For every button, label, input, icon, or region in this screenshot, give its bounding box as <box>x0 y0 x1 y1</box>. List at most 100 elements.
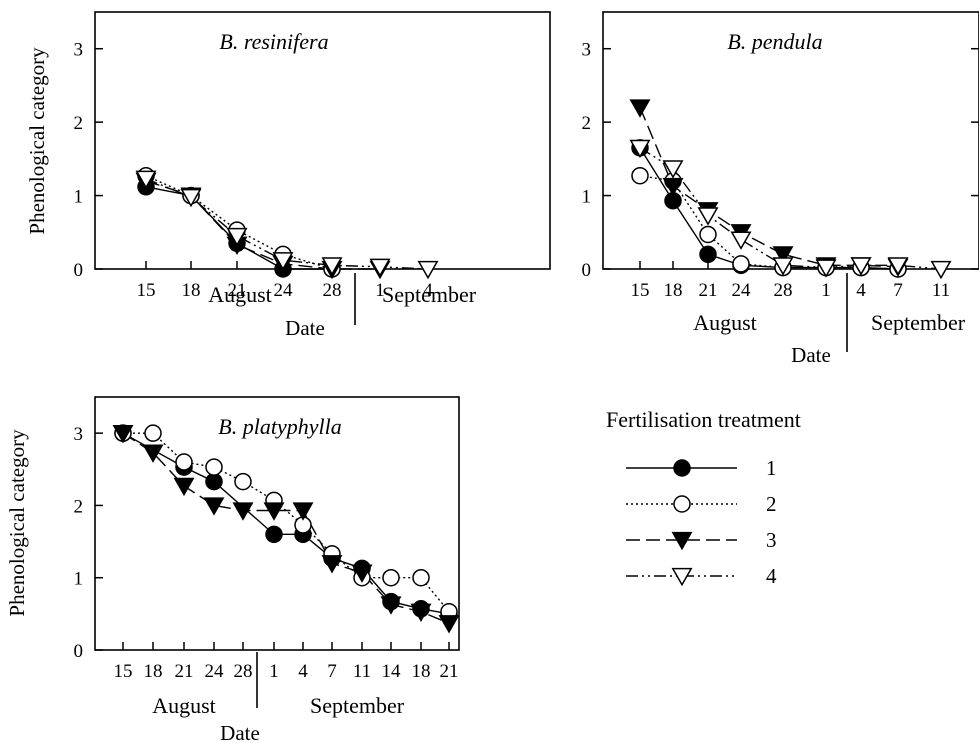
data-point-series-2 <box>175 453 193 471</box>
data-point-series-3 <box>438 615 460 634</box>
data-point-series-3 <box>292 502 314 521</box>
x-tick-label: 21 <box>699 280 718 301</box>
x-tick-label: 15 <box>114 661 133 682</box>
panel-title: B. resinifera <box>219 29 328 54</box>
y-axis-label: Phenological category <box>5 429 29 617</box>
x-tick-label: 4 <box>423 280 433 301</box>
data-point-series-4 <box>850 257 872 276</box>
x-tick-label: 24 <box>205 661 225 682</box>
panel-b-pendula: 0 1 2 3 15 18 21 24 28 1 4 7 11 B. pendula Date Augu… <box>582 11 979 367</box>
x-tick-label: 4 <box>856 280 866 301</box>
data-point-series-4 <box>321 257 343 276</box>
x-tick-label: 15 <box>631 280 650 301</box>
data-point-series-3 <box>263 502 285 521</box>
data-point-series-4 <box>887 257 909 276</box>
y-tick-label: 1 <box>582 187 592 208</box>
legend-entry-2: 2 <box>766 492 777 516</box>
month-label-august: August <box>208 282 272 307</box>
data-point-series-3 <box>173 477 195 497</box>
legend-entry-1: 1 <box>766 456 777 480</box>
data-point-series-3 <box>232 502 254 521</box>
y-tick-label: 3 <box>74 40 84 61</box>
data-point-series-2 <box>412 568 430 587</box>
data-point-series-4 <box>226 227 248 247</box>
data-point-series-1 <box>205 472 223 491</box>
y-tick-label: 3 <box>74 424 84 445</box>
x-tick-label: 15 <box>137 280 156 301</box>
legend-title: Fertilisation treatment <box>606 407 801 432</box>
legend-marker-1 <box>673 459 691 477</box>
y-axis-label: Phenological category <box>25 47 49 235</box>
x-tick-label: 18 <box>144 661 163 682</box>
data-point-series-3 <box>380 596 402 615</box>
x-tick-label: 1 <box>269 661 279 682</box>
legend-marker-4 <box>671 567 693 587</box>
x-tick-label: 24 <box>274 280 294 301</box>
y-tick-label: 0 <box>74 260 84 281</box>
legend-entry-4: 4 <box>766 564 777 588</box>
data-point-series-3 <box>629 99 651 118</box>
data-point-series-4 <box>272 252 294 271</box>
month-label-september: September <box>310 693 405 718</box>
series-line-4 <box>639 147 942 270</box>
data-point-series-2 <box>234 472 252 491</box>
x-tick-label: 21 <box>440 661 459 682</box>
x-tick-label: 28 <box>774 280 793 301</box>
data-point-series-3 <box>203 497 225 516</box>
x-tick-label: 11 <box>932 280 950 301</box>
data-point-series-3 <box>662 177 684 197</box>
data-point-series-3 <box>142 444 164 463</box>
legend-marker-3 <box>671 531 693 551</box>
data-point-series-4 <box>815 259 837 278</box>
y-tick-label: 2 <box>74 496 84 517</box>
x-tick-label: 7 <box>327 661 337 682</box>
data-point-series-3 <box>351 564 373 583</box>
data-point-series-4 <box>730 231 752 250</box>
x-tick-label: 7 <box>893 280 903 301</box>
x-axis-label: Date <box>220 721 260 743</box>
data-point-series-4 <box>369 258 391 278</box>
data-point-series-4 <box>135 170 157 189</box>
data-point-series-4 <box>697 207 719 226</box>
legend-marker-2 <box>673 495 691 513</box>
x-tick-label: 11 <box>353 661 371 682</box>
data-point-series-2 <box>631 166 649 185</box>
data-point-series-2 <box>732 255 750 273</box>
x-tick-label: 18 <box>182 280 201 301</box>
panel-title: B. platyphylla <box>218 414 341 439</box>
month-label-august: August <box>693 310 757 335</box>
x-tick-label: 14 <box>382 661 402 682</box>
panel-b-resinifera: 0 1 2 3 15 18 21 24 28 1 4 B. resinifera Phenologi… <box>25 11 551 340</box>
data-point-series-4 <box>772 257 794 276</box>
month-label-september: September <box>871 310 966 335</box>
x-tick-label: 18 <box>664 280 683 301</box>
y-tick-label: 1 <box>74 569 84 590</box>
month-label-august: August <box>152 693 216 718</box>
data-point-series-2 <box>382 568 400 587</box>
data-point-series-4 <box>417 260 439 280</box>
x-tick-label: 24 <box>732 280 752 301</box>
series-line-1 <box>122 432 450 615</box>
x-axis-label: Date <box>791 343 831 367</box>
data-point-series-4 <box>180 188 202 208</box>
y-tick-label: 2 <box>582 113 592 134</box>
data-point-series-3 <box>772 246 794 265</box>
x-tick-label: 21 <box>228 280 247 301</box>
y-tick-label: 0 <box>74 641 84 662</box>
series-line-3 <box>122 432 450 624</box>
y-tick-label: 1 <box>74 187 84 208</box>
x-tick-label: 4 <box>298 661 308 682</box>
data-point-series-3 <box>321 555 343 574</box>
y-tick-label: 2 <box>74 113 84 134</box>
data-point-series-3 <box>112 425 134 444</box>
legend: Fertilisation treatment 1 2 3 4 <box>606 407 801 588</box>
x-tick-label: 28 <box>234 661 253 682</box>
x-tick-label: 28 <box>323 280 342 301</box>
plot-frame <box>94 396 460 651</box>
data-point-series-4 <box>662 160 684 179</box>
data-point-series-2 <box>699 225 717 244</box>
y-tick-label: 0 <box>582 260 592 281</box>
legend-entry-3: 3 <box>766 528 777 552</box>
